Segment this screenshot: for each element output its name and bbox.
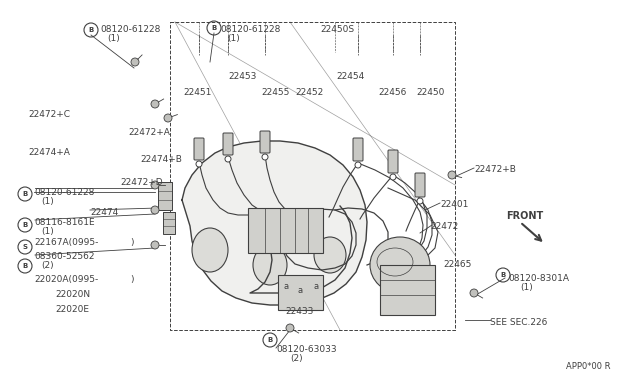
Text: (1): (1) [520, 283, 532, 292]
FancyBboxPatch shape [163, 212, 175, 234]
FancyBboxPatch shape [223, 133, 233, 155]
Text: 22472+C: 22472+C [28, 110, 70, 119]
Text: ): ) [130, 275, 134, 284]
Circle shape [131, 58, 139, 66]
FancyBboxPatch shape [415, 173, 425, 197]
Text: 22451: 22451 [183, 88, 211, 97]
Text: 22465: 22465 [443, 260, 472, 269]
Text: 22452: 22452 [295, 88, 323, 97]
Text: B: B [500, 272, 506, 278]
Text: FRONT: FRONT [506, 211, 543, 221]
Text: 22474+B: 22474+B [140, 155, 182, 164]
Text: (2): (2) [290, 354, 303, 363]
Circle shape [355, 162, 361, 168]
Text: 22456: 22456 [378, 88, 406, 97]
Text: a: a [284, 282, 289, 291]
Text: (1): (1) [41, 227, 54, 236]
Text: B: B [22, 263, 28, 269]
Circle shape [225, 156, 231, 162]
Text: B: B [22, 222, 28, 228]
Circle shape [470, 289, 478, 297]
Text: 22472+A: 22472+A [128, 128, 170, 137]
Text: 08120-8301A: 08120-8301A [508, 274, 569, 283]
Text: 08120-61228: 08120-61228 [100, 25, 161, 34]
FancyBboxPatch shape [278, 275, 323, 310]
FancyBboxPatch shape [158, 182, 172, 210]
Text: 22401: 22401 [440, 200, 468, 209]
Text: B: B [211, 25, 216, 31]
Ellipse shape [370, 237, 430, 293]
FancyBboxPatch shape [380, 265, 435, 315]
Circle shape [390, 174, 396, 180]
Text: a: a [298, 286, 303, 295]
Text: ): ) [130, 238, 134, 247]
Text: 22433: 22433 [285, 307, 314, 316]
Text: 22455: 22455 [261, 88, 289, 97]
Text: 22474+A: 22474+A [28, 148, 70, 157]
Text: a: a [313, 282, 318, 291]
Text: 22472+D: 22472+D [120, 178, 163, 187]
Ellipse shape [314, 237, 346, 273]
Circle shape [417, 198, 423, 204]
Text: 22450: 22450 [416, 88, 444, 97]
Text: 22450S: 22450S [320, 25, 354, 34]
Text: 08120-63033: 08120-63033 [276, 345, 337, 354]
Circle shape [151, 206, 159, 214]
Text: 22474: 22474 [90, 208, 118, 217]
Text: 22454: 22454 [336, 72, 364, 81]
Text: SEE SEC.226: SEE SEC.226 [490, 318, 547, 327]
FancyBboxPatch shape [248, 208, 323, 253]
Circle shape [448, 171, 456, 179]
Text: 22472+B: 22472+B [474, 165, 516, 174]
Polygon shape [182, 141, 367, 305]
Text: APP0*00 R: APP0*00 R [566, 362, 611, 371]
Circle shape [196, 161, 202, 167]
FancyBboxPatch shape [194, 138, 204, 160]
Text: 08120-61228: 08120-61228 [34, 188, 94, 197]
Text: (1): (1) [41, 197, 54, 206]
Text: 08116-8161E: 08116-8161E [34, 218, 95, 227]
FancyBboxPatch shape [388, 150, 398, 173]
Ellipse shape [192, 228, 228, 272]
Circle shape [286, 324, 294, 332]
Text: (1): (1) [107, 34, 120, 43]
Text: 08360-52562: 08360-52562 [34, 252, 95, 261]
Text: 22020E: 22020E [55, 305, 89, 314]
Text: B: B [268, 337, 273, 343]
Text: 22020N: 22020N [55, 290, 90, 299]
Text: 22453: 22453 [228, 72, 257, 81]
Text: 22472: 22472 [430, 222, 458, 231]
Circle shape [262, 154, 268, 160]
Text: 22167A(0995-: 22167A(0995- [34, 238, 99, 247]
Ellipse shape [253, 245, 287, 285]
Text: B: B [88, 27, 93, 33]
FancyBboxPatch shape [353, 138, 363, 161]
Circle shape [151, 181, 159, 189]
Text: S: S [22, 244, 28, 250]
Text: (2): (2) [41, 261, 54, 270]
Text: 22020A(0995-: 22020A(0995- [34, 275, 99, 284]
FancyBboxPatch shape [260, 131, 270, 153]
Text: B: B [22, 191, 28, 197]
Circle shape [151, 100, 159, 108]
Circle shape [164, 114, 172, 122]
Text: (1): (1) [227, 34, 240, 43]
Circle shape [151, 241, 159, 249]
Text: 08120-61228: 08120-61228 [220, 25, 280, 34]
